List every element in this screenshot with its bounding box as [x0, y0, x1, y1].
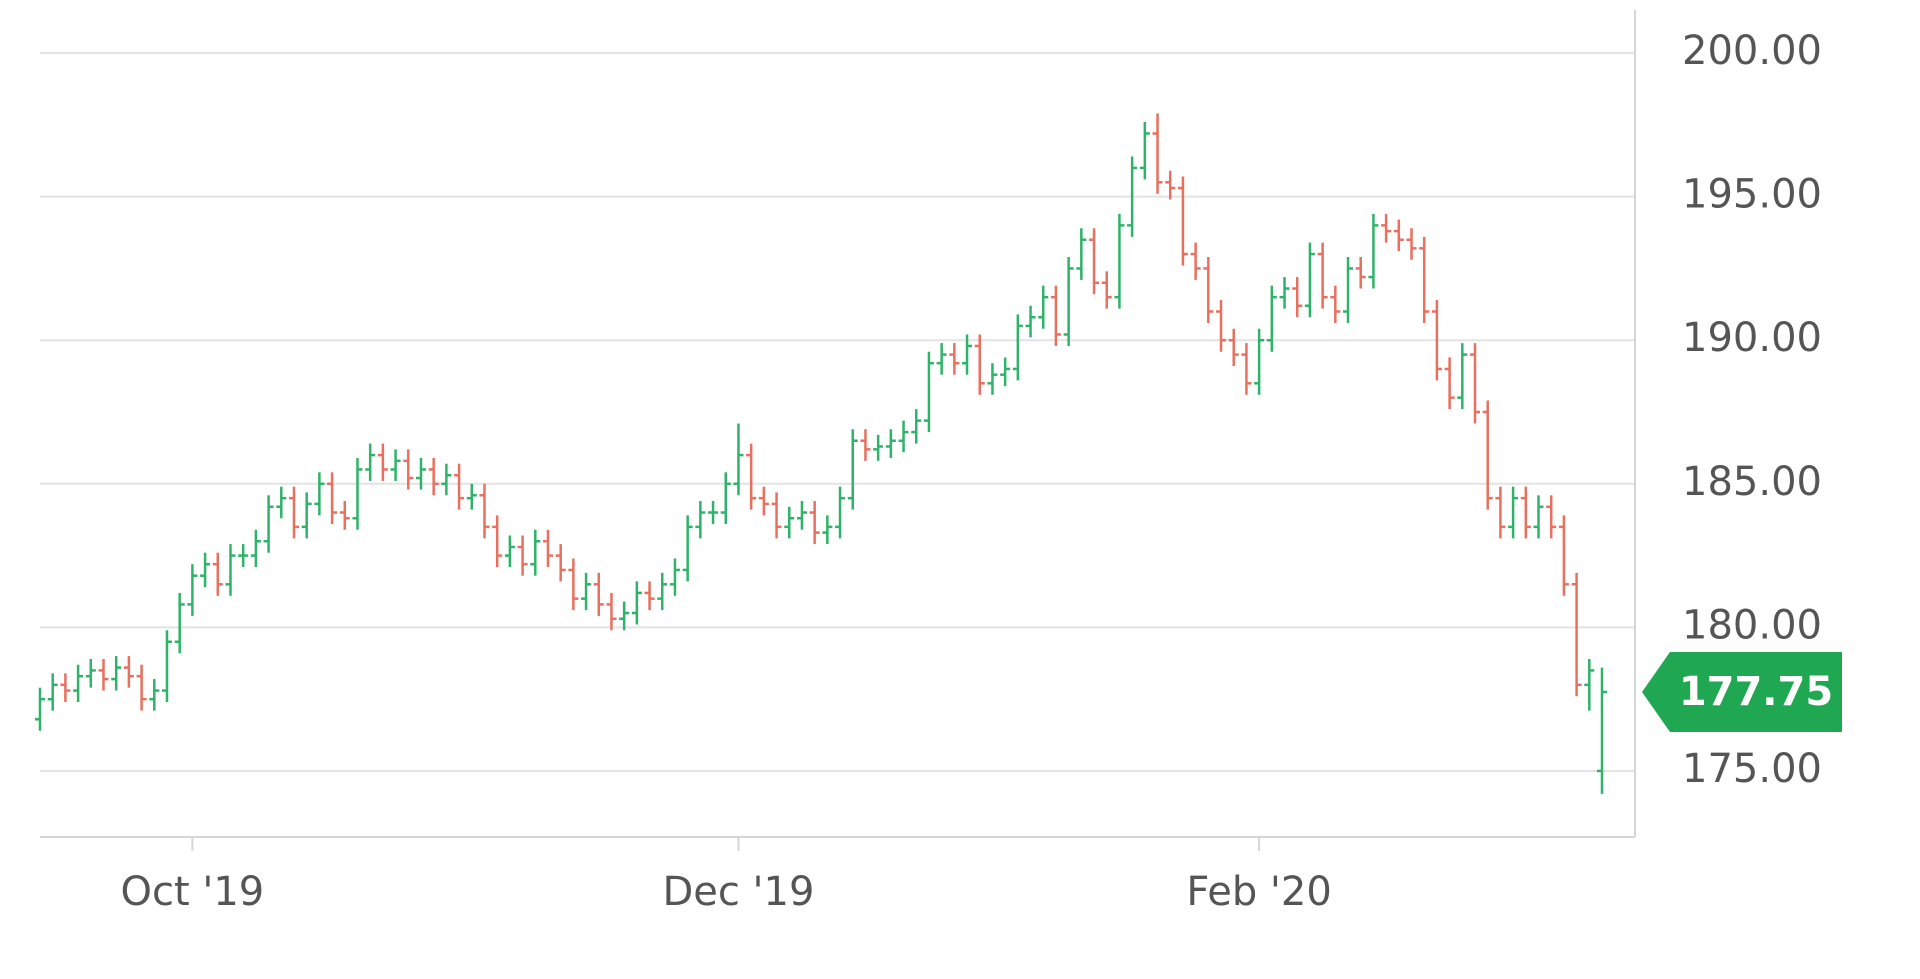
x-tick-label: Oct '19 [120, 869, 264, 915]
last-price-label: 177.75 [1679, 669, 1833, 715]
y-tick-label: 185.00 [1682, 459, 1822, 505]
x-tick-label: Feb '20 [1186, 869, 1331, 915]
last-price-tag [1642, 651, 1842, 732]
x-tick-label: Dec '19 [662, 869, 814, 915]
y-tick-label: 190.00 [1682, 315, 1822, 361]
y-tick-label: 180.00 [1682, 602, 1822, 648]
y-tick-label: 195.00 [1682, 172, 1822, 218]
y-tick-label: 175.00 [1682, 746, 1822, 792]
y-tick-label: 200.00 [1682, 28, 1822, 74]
